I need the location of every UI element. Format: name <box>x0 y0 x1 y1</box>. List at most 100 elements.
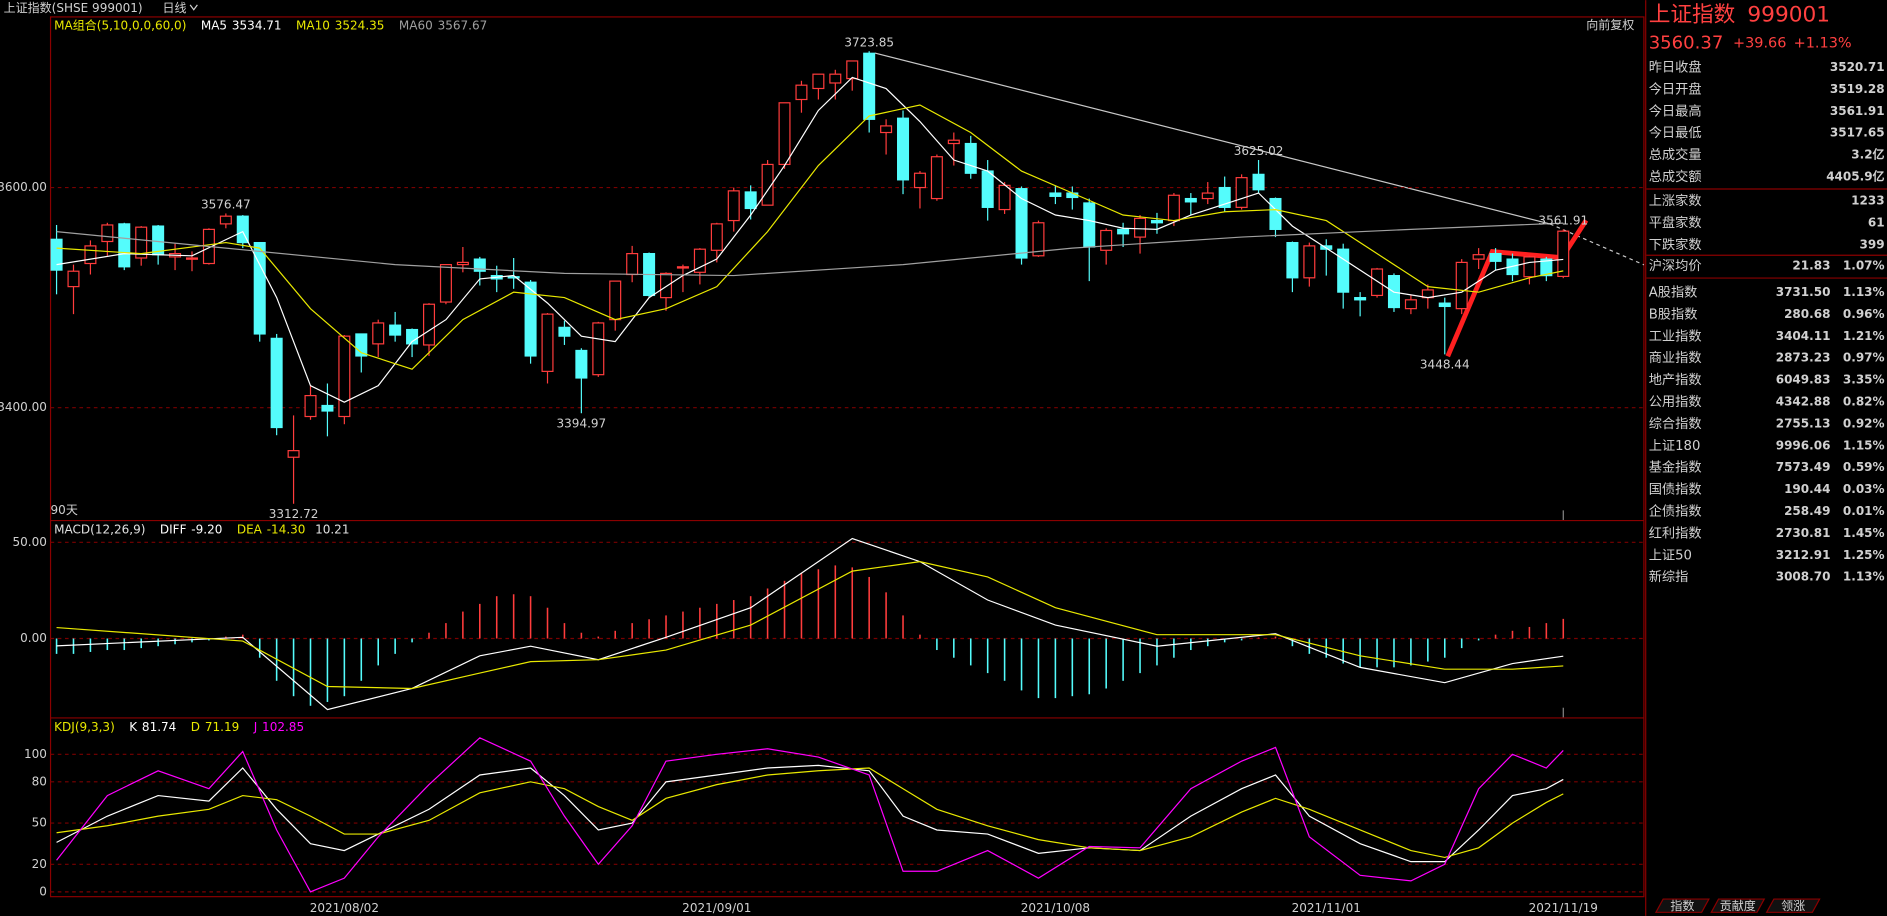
index-value: 2755.13 <box>1776 416 1831 430</box>
index-pct: 0.92% <box>1843 416 1885 430</box>
row-label: 今日最低 <box>1649 125 1702 141</box>
index-label: 商业指数 <box>1649 350 1702 366</box>
row-label: 总成交额 <box>1649 168 1702 185</box>
price-annotation: 3625.02 <box>1234 144 1284 158</box>
x-tick-label: 2021/11/19 <box>1529 901 1598 915</box>
tab-label[interactable]: 领涨 <box>1781 898 1805 913</box>
y-tick-label: 3600.00 <box>0 180 47 194</box>
candle-body <box>101 224 114 243</box>
candle-body <box>795 84 808 101</box>
index-pct: 0.01% <box>1843 504 1885 518</box>
indicator-line <box>56 561 1564 690</box>
x-tick-label: 2021/09/01 <box>682 901 751 915</box>
price-annotation: 3448.44 <box>1420 358 1470 372</box>
candle-body <box>1303 245 1316 279</box>
quote-header: 上证指数 999001 <box>1649 3 1830 28</box>
candle-body <box>1540 258 1553 277</box>
tab[interactable] <box>1710 898 1766 913</box>
candle-body <box>1489 252 1502 262</box>
index-value: 6049.83 <box>1776 373 1831 387</box>
index-pct: 1.21% <box>1843 329 1885 343</box>
candle-body <box>1218 186 1231 208</box>
tab-label[interactable]: 指数 <box>1670 898 1694 913</box>
candle-body <box>1235 177 1248 208</box>
index-label: 红利指数 <box>1649 525 1702 541</box>
candle-body <box>1117 228 1130 235</box>
candle-body <box>1354 297 1367 301</box>
candle-body <box>270 337 283 429</box>
drawn-line <box>1445 219 1589 358</box>
candle-body <box>1523 256 1536 278</box>
y-tick-label: 80 <box>32 774 47 788</box>
row-value: 61 <box>1868 215 1885 229</box>
macd-value: 10.21 <box>315 522 349 536</box>
row-label: 今日开盘 <box>1649 80 1702 97</box>
candle-body <box>998 184 1011 211</box>
candle-body <box>846 60 859 80</box>
candle-body <box>1286 241 1299 279</box>
legend-name: MA10 <box>296 18 330 32</box>
indicator-line <box>56 767 1564 859</box>
price-annotation: 3561.91 <box>1538 214 1588 228</box>
row-label: 昨日收盘 <box>1649 58 1702 75</box>
index-label: 企债指数 <box>1649 503 1702 520</box>
index-value: 3008.70 <box>1776 570 1831 584</box>
y-tick-label: 0 <box>39 884 47 898</box>
candle-body <box>473 258 486 272</box>
index-value: 2873.23 <box>1776 351 1831 365</box>
row-value: 3520.71 <box>1830 60 1885 74</box>
candle-body <box>1371 268 1384 297</box>
index-value: 4342.88 <box>1776 395 1831 409</box>
candle-body <box>236 215 249 244</box>
period-selector[interactable]: 日线 <box>162 1 186 15</box>
candle-body <box>1337 248 1350 293</box>
candle-body <box>1083 202 1096 248</box>
dropdown-arrow[interactable] <box>189 4 198 11</box>
x-tick-label: 2021/08/02 <box>310 901 379 915</box>
candle-body <box>626 252 639 276</box>
adjust-mode: 向前复权 <box>1586 17 1634 32</box>
tab[interactable] <box>1654 898 1710 913</box>
candle-body <box>1557 230 1570 278</box>
row-label: 下跌家数 <box>1649 236 1702 253</box>
index-label: 上证180 <box>1649 438 1701 454</box>
candle-body <box>558 326 571 337</box>
candle-body <box>507 276 520 279</box>
legend-value: -14.30 <box>267 522 306 536</box>
candle-body <box>50 238 63 271</box>
candle-body <box>406 328 419 345</box>
row-value: 3.2亿 <box>1851 147 1884 162</box>
legend-name: D <box>191 719 200 733</box>
row-value: 3519.28 <box>1830 82 1885 96</box>
quote-code: 999001 <box>1747 3 1830 28</box>
candle-body <box>355 333 368 357</box>
index-value: 258.49 <box>1784 504 1830 518</box>
index-pct: 1.07% <box>1843 259 1885 273</box>
tab-label[interactable]: 贡献度 <box>1720 898 1756 913</box>
candle-body <box>880 125 893 134</box>
index-pct: 0.59% <box>1843 460 1885 474</box>
y-tick-label: 100 <box>24 747 47 761</box>
index-pct: 1.25% <box>1843 548 1885 562</box>
candle-body <box>744 191 757 210</box>
candle-body <box>981 170 994 208</box>
index-value: 3212.91 <box>1776 548 1831 562</box>
legend-value: 102.85 <box>262 719 304 733</box>
panel-header: MA组合(5,10,0,0,60,0) MA5 3534.71 MA10 3524.35… <box>54 17 487 32</box>
candle-body <box>812 73 825 90</box>
panel-header: MACD(12,26,9) DIFF -9.20 DEA -14.30 10.21 <box>54 522 349 536</box>
tab[interactable] <box>1765 898 1821 913</box>
index-label: 新综指 <box>1649 569 1689 585</box>
candle-body <box>1201 192 1214 200</box>
row-label: 上涨家数 <box>1649 192 1702 209</box>
price-annotation: 3312.72 <box>269 507 319 521</box>
legend-value: 3534.71 <box>232 18 282 32</box>
y-tick-label: 3400.00 <box>0 400 47 414</box>
index-pct: 0.97% <box>1843 351 1885 365</box>
x-tick-label: 2021/11/01 <box>1292 901 1361 915</box>
legend-name: MA5 <box>201 18 227 32</box>
legend-name: J <box>253 719 258 733</box>
candle-body <box>84 245 97 265</box>
row-value: 1233 <box>1851 194 1884 208</box>
